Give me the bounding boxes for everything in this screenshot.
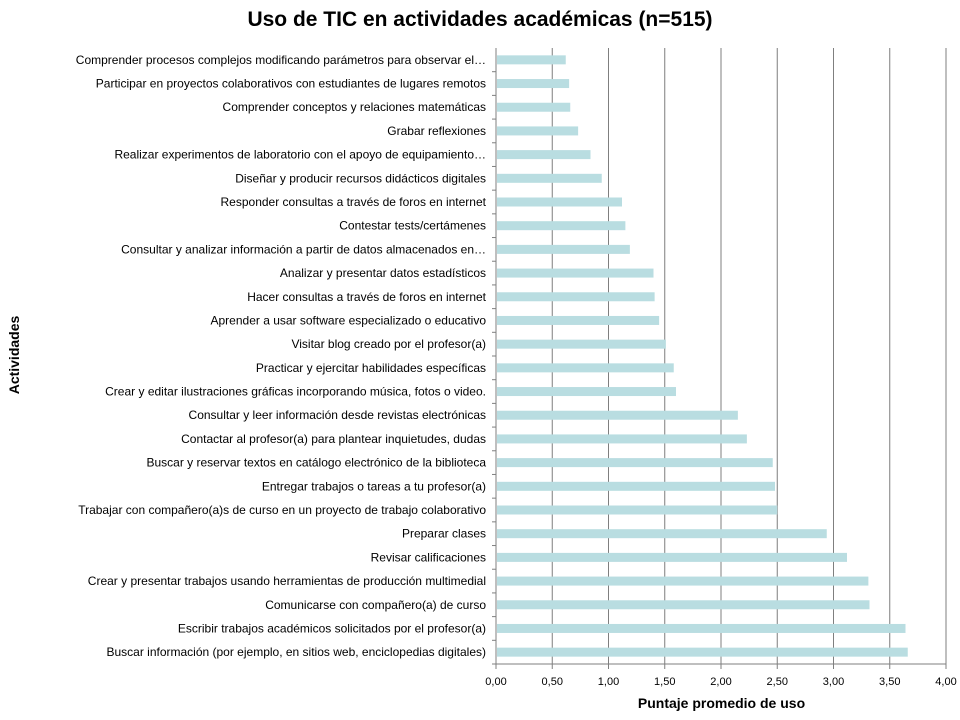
x-tick-label: 2,00 <box>710 676 731 688</box>
axes <box>492 48 947 669</box>
bars <box>497 55 908 657</box>
category-label: Visitar blog creado por el profesor(a) <box>291 337 486 351</box>
x-tick-labels: 0,00 0,50 1,00 1,50 2,00 2,50 3,00 3,50 4,00 <box>485 676 956 688</box>
x-tick-label: 0,50 <box>542 676 563 688</box>
bar <box>497 552 847 562</box>
bar <box>497 126 579 136</box>
bar <box>497 221 626 231</box>
category-label: Comprender procesos complejos modificand… <box>76 53 486 67</box>
bar <box>497 339 666 349</box>
category-label: Comunicarse con compañero(a) de curso <box>265 598 486 612</box>
bar <box>497 55 566 65</box>
bar <box>497 79 570 89</box>
category-label: Hacer consultas a través de foros en int… <box>247 290 486 304</box>
bar <box>497 600 870 610</box>
category-label: Preparar clases <box>402 527 486 541</box>
bar <box>497 410 738 420</box>
bar <box>497 244 630 254</box>
bar <box>497 315 660 325</box>
category-label: Buscar información (por ejemplo, en siti… <box>106 645 486 659</box>
category-label: Crear y presentar trabajos usando herram… <box>88 574 486 588</box>
x-tick-label: 1,50 <box>654 676 675 688</box>
category-label: Practicar y ejercitar habilidades especí… <box>256 361 486 375</box>
bar <box>497 481 775 491</box>
category-label: Trabajar con compañero(a)s de curso en u… <box>78 503 486 517</box>
bar <box>497 173 602 183</box>
category-label: Contactar al profesor(a) para plantear i… <box>181 432 486 446</box>
gridlines <box>551 48 947 664</box>
bar <box>497 292 655 302</box>
bar <box>497 387 676 397</box>
x-tick-label: 3,00 <box>823 676 844 688</box>
category-label: Grabar reflexiones <box>387 124 486 138</box>
category-label: Responder consultas a través de foros en… <box>221 195 487 209</box>
category-label: Comprender conceptos y relaciones matemá… <box>223 100 486 114</box>
category-label: Participar en proyectos colaborativos co… <box>96 77 486 91</box>
x-axis-title: Puntaje promedio de uso <box>637 695 806 711</box>
bar <box>497 268 654 278</box>
bar <box>497 529 827 539</box>
category-label: Crear y editar ilustraciones gráficas in… <box>105 385 486 399</box>
bar <box>497 434 747 444</box>
bar <box>497 647 908 657</box>
chart-title: Uso de TIC en actividades académicas (n=… <box>247 8 713 31</box>
category-label: Contestar tests/certámenes <box>339 219 486 233</box>
bar <box>497 102 571 112</box>
x-tick-label: 3,50 <box>879 676 900 688</box>
category-label: Realizar experimentos de laboratorio con… <box>114 148 486 162</box>
bar <box>497 197 622 207</box>
category-label: Analizar y presentar datos estadísticos <box>280 266 486 280</box>
bar <box>497 576 869 586</box>
category-label: Aprender a usar software especializado o… <box>211 313 487 327</box>
category-label: Buscar y reservar textos en catálogo ele… <box>146 456 486 470</box>
category-label: Entregar trabajos o tareas a tu profesor… <box>262 479 486 493</box>
category-label: Consultar y leer información desde revis… <box>189 408 486 422</box>
category-label: Consultar y analizar información a parti… <box>121 242 486 256</box>
category-labels: Comprender procesos complejos modificand… <box>76 53 487 659</box>
x-tick-label: 2,50 <box>767 676 788 688</box>
category-label: Diseñar y producir recursos didácticos d… <box>235 171 486 185</box>
x-tick-label: 0,00 <box>485 676 506 688</box>
bar <box>497 623 906 633</box>
bar <box>497 150 591 160</box>
category-label: Revisar calificaciones <box>371 550 486 564</box>
x-tick-label: 1,00 <box>598 676 619 688</box>
category-label: Escribir trabajos académicos solicitados… <box>178 621 486 635</box>
bar <box>497 505 778 515</box>
bar <box>497 363 674 373</box>
x-tick-label: 4,00 <box>935 676 956 688</box>
bar <box>497 458 773 468</box>
